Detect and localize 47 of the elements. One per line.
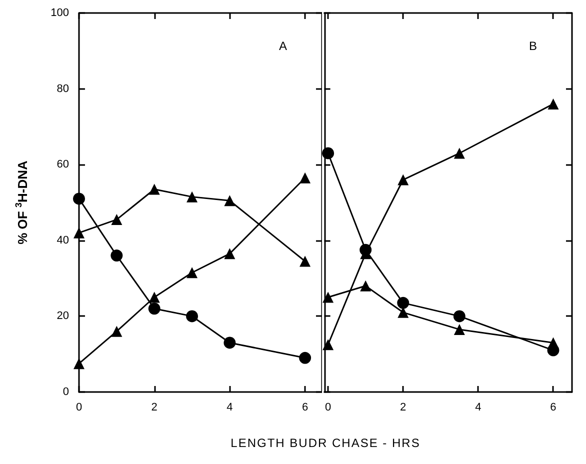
- x-tick-label: 4: [475, 402, 482, 414]
- point: [322, 147, 334, 160]
- point: [224, 195, 236, 206]
- point: [300, 172, 311, 184]
- point: [360, 280, 372, 292]
- point: [74, 358, 84, 370]
- point: [111, 326, 122, 337]
- point: [398, 174, 409, 186]
- point: [186, 267, 198, 278]
- point: [148, 302, 160, 315]
- point: [454, 148, 465, 159]
- annotation: A: [278, 39, 288, 53]
- x-tick-label: 0: [324, 402, 332, 414]
- y-tick-label: 20: [56, 310, 69, 322]
- y-tick-label: 40: [56, 234, 69, 246]
- point: [148, 184, 160, 195]
- point: [322, 292, 334, 303]
- x-tick-label: 2: [151, 402, 158, 414]
- point: [453, 310, 466, 322]
- point: [186, 310, 198, 322]
- x-tick-label: 2: [400, 402, 406, 414]
- point: [397, 296, 410, 309]
- x-tick-label: 6: [550, 402, 556, 414]
- point: [224, 248, 236, 260]
- y-tick-label: 80: [56, 82, 69, 95]
- point: [548, 337, 559, 348]
- point: [186, 191, 198, 202]
- point: [300, 256, 311, 267]
- y-tick-label: 60: [56, 158, 69, 171]
- y-tick-label: 0: [62, 386, 69, 398]
- point: [110, 250, 123, 262]
- point: [322, 339, 334, 350]
- y-axis-title: % OF 3H-DNA: [14, 160, 30, 244]
- x-tick-label: 6: [302, 402, 308, 414]
- point: [299, 352, 312, 364]
- y-tick-label: 100: [50, 7, 69, 19]
- point: [548, 98, 559, 110]
- x-axis-title: LENGTH BUDR CHASE - HRS: [230, 436, 422, 450]
- point: [224, 336, 236, 349]
- annotation: B: [528, 39, 538, 53]
- point: [148, 292, 160, 303]
- point: [454, 324, 465, 335]
- x-tick-label: 4: [226, 402, 233, 414]
- x-tick-label: 0: [76, 402, 82, 414]
- point: [73, 192, 85, 205]
- point: [74, 227, 84, 238]
- point: [111, 214, 122, 226]
